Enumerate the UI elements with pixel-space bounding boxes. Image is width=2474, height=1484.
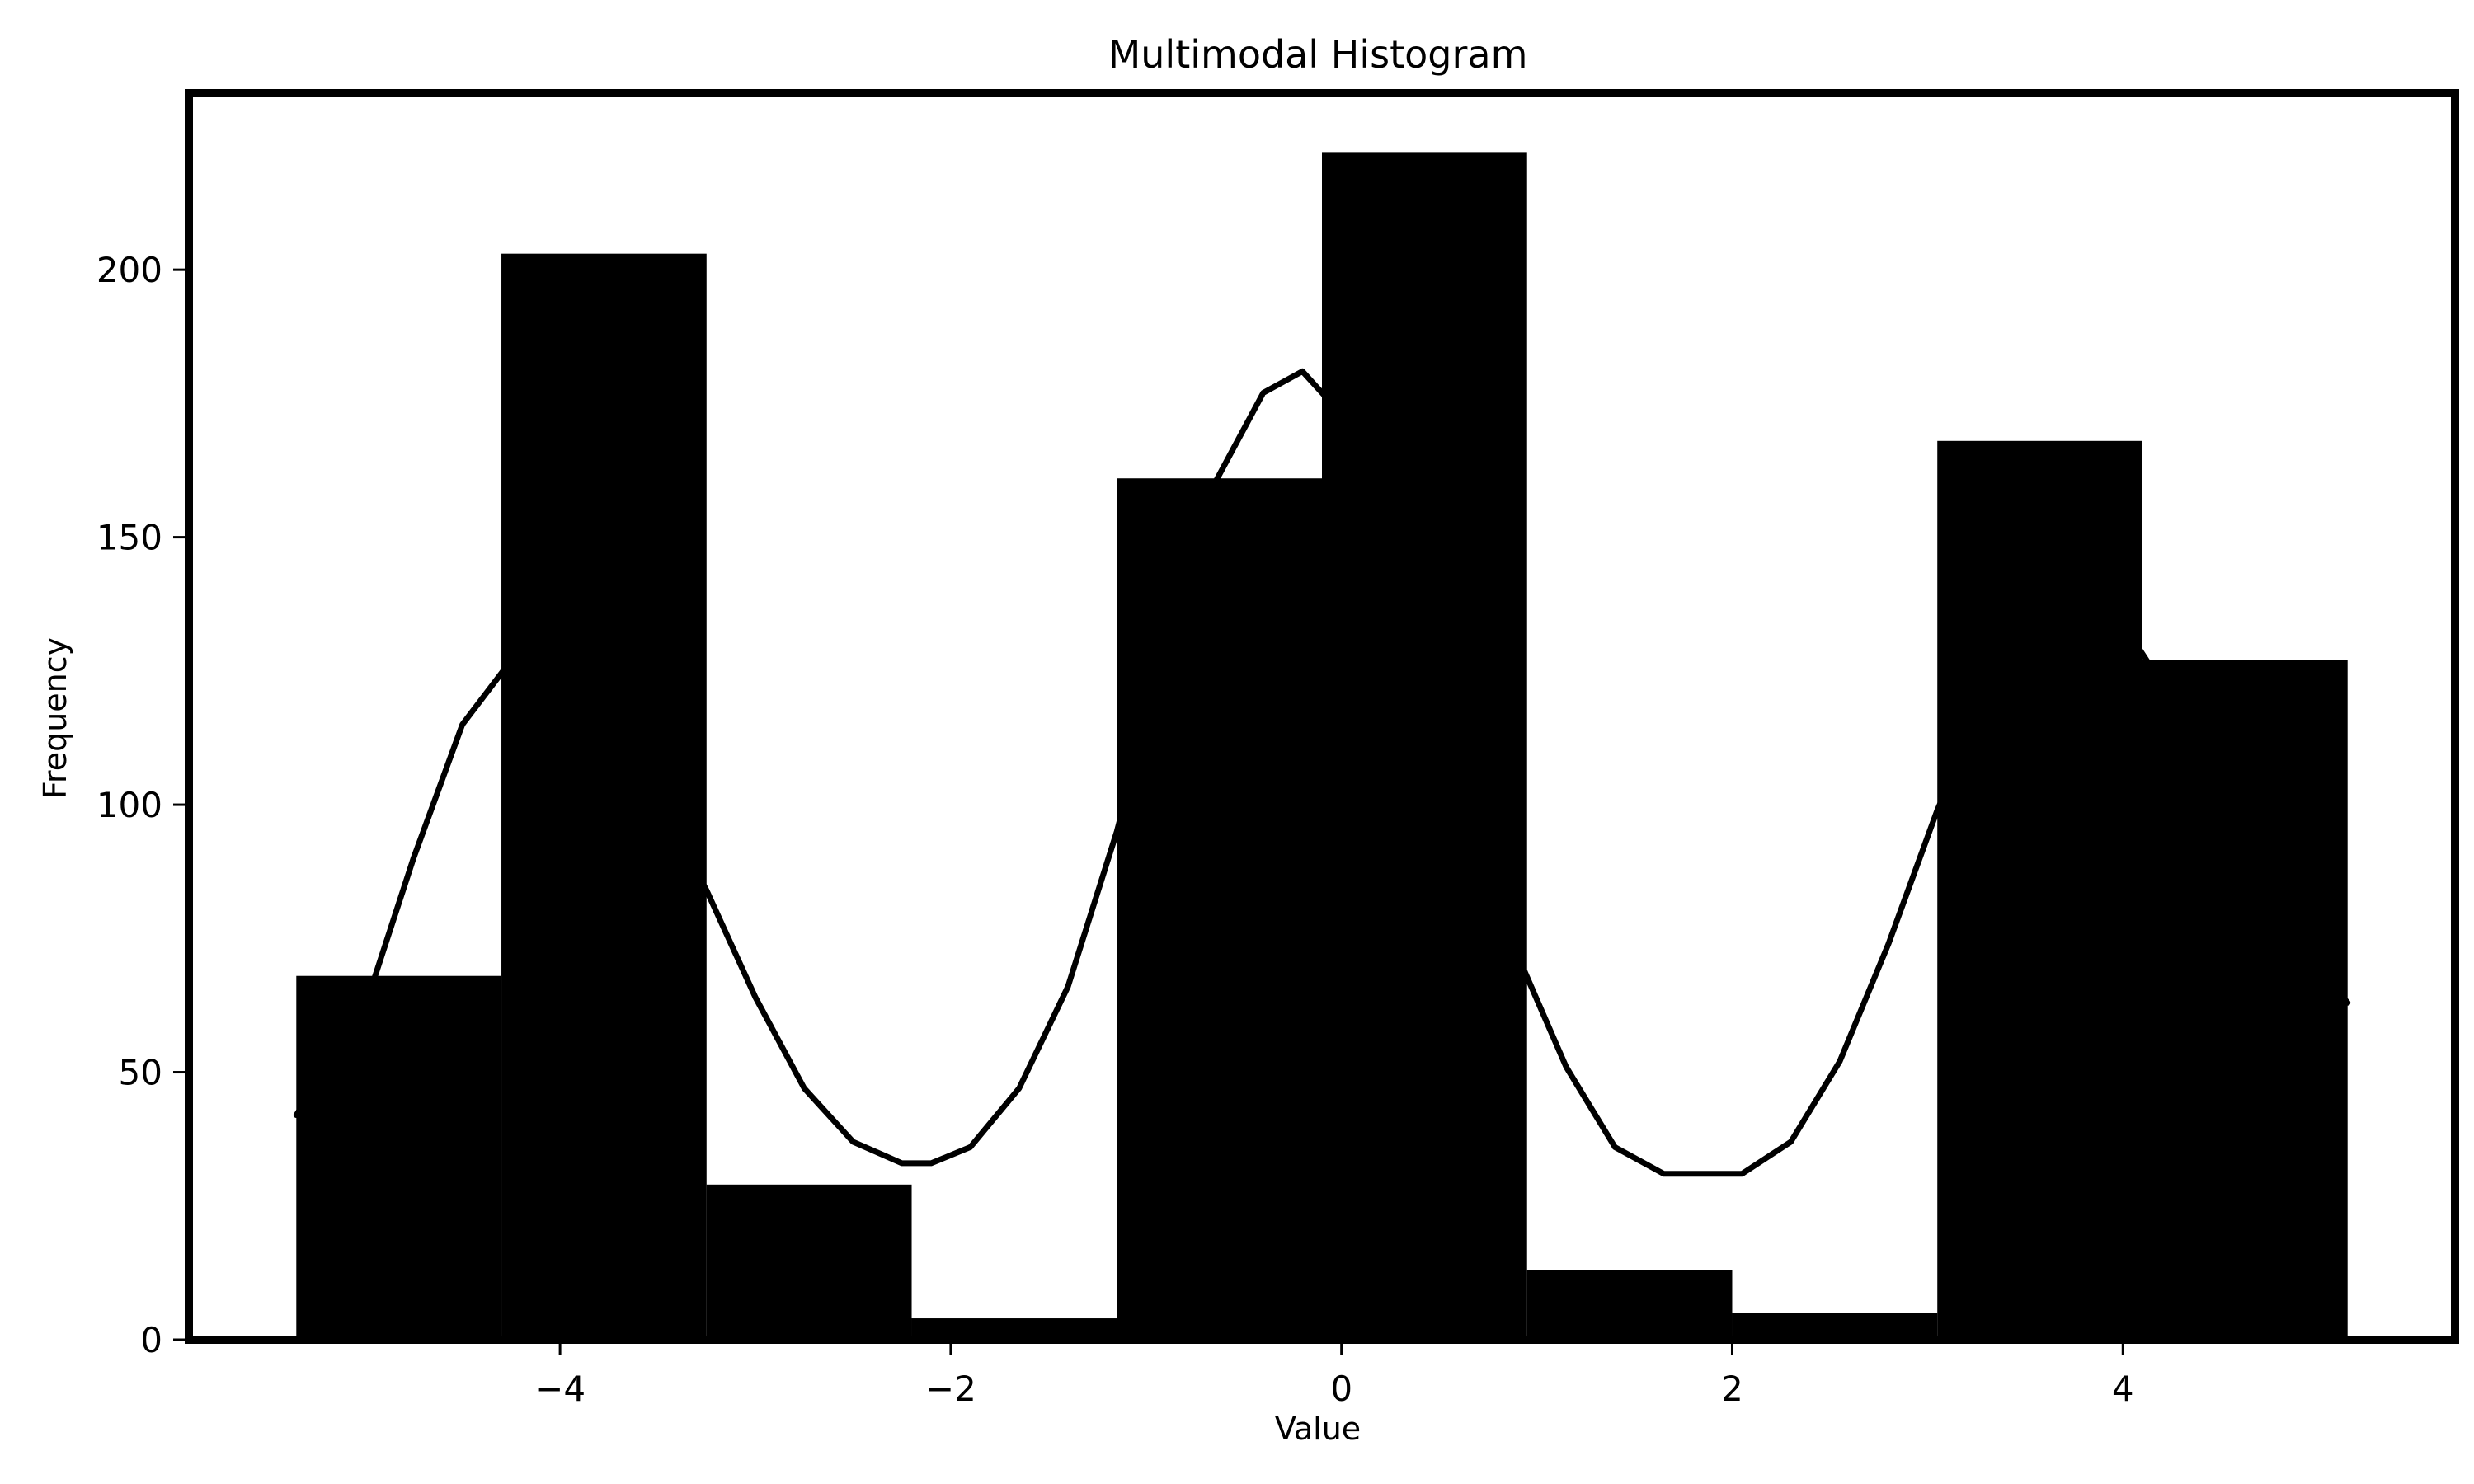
density-curve-group: [293, 368, 2351, 1177]
histogram-bar-10: [2142, 660, 2348, 1340]
histogram-bar-1: [296, 975, 502, 1340]
histogram-bar-3: [706, 1184, 912, 1340]
y-tick-label: 0: [140, 1320, 162, 1360]
y-axis-ticks: 0 50 100 150 200: [96, 250, 185, 1360]
histogram-bar-6: [1322, 152, 1527, 1341]
histogram-bar-9: [1937, 440, 2142, 1341]
plot-frame: [185, 89, 2459, 1344]
x-tick-label: 0: [1330, 1369, 1352, 1409]
y-axis-label: Frequency: [37, 637, 73, 799]
histogram-bar-8: [1732, 1313, 1938, 1340]
y-tick-label: 50: [119, 1053, 162, 1093]
x-axis-label: Value: [1275, 1411, 1361, 1447]
chart-title: Multimodal Histogram: [1108, 32, 1528, 77]
y-tick-label: 100: [96, 785, 162, 825]
plot-area: −4 −2 0 2 4 0 50 100 150 200: [96, 89, 2459, 1409]
histogram-bar-5: [1117, 478, 1322, 1340]
x-tick-label: −4: [534, 1369, 586, 1409]
histogram-bar-2: [501, 253, 707, 1340]
x-tick-label: 4: [2112, 1369, 2134, 1409]
histogram-bar-7: [1526, 1270, 1733, 1340]
x-tick-label: 2: [1721, 1369, 1743, 1409]
x-axis-ticks: −4 −2 0 2 4: [534, 1344, 2134, 1409]
x-tick-label: −2: [925, 1369, 976, 1409]
y-tick-label: 200: [96, 250, 162, 290]
y-tick-label: 150: [96, 518, 162, 558]
density-curve: [293, 368, 2351, 1177]
bars-group: [296, 152, 2348, 1341]
